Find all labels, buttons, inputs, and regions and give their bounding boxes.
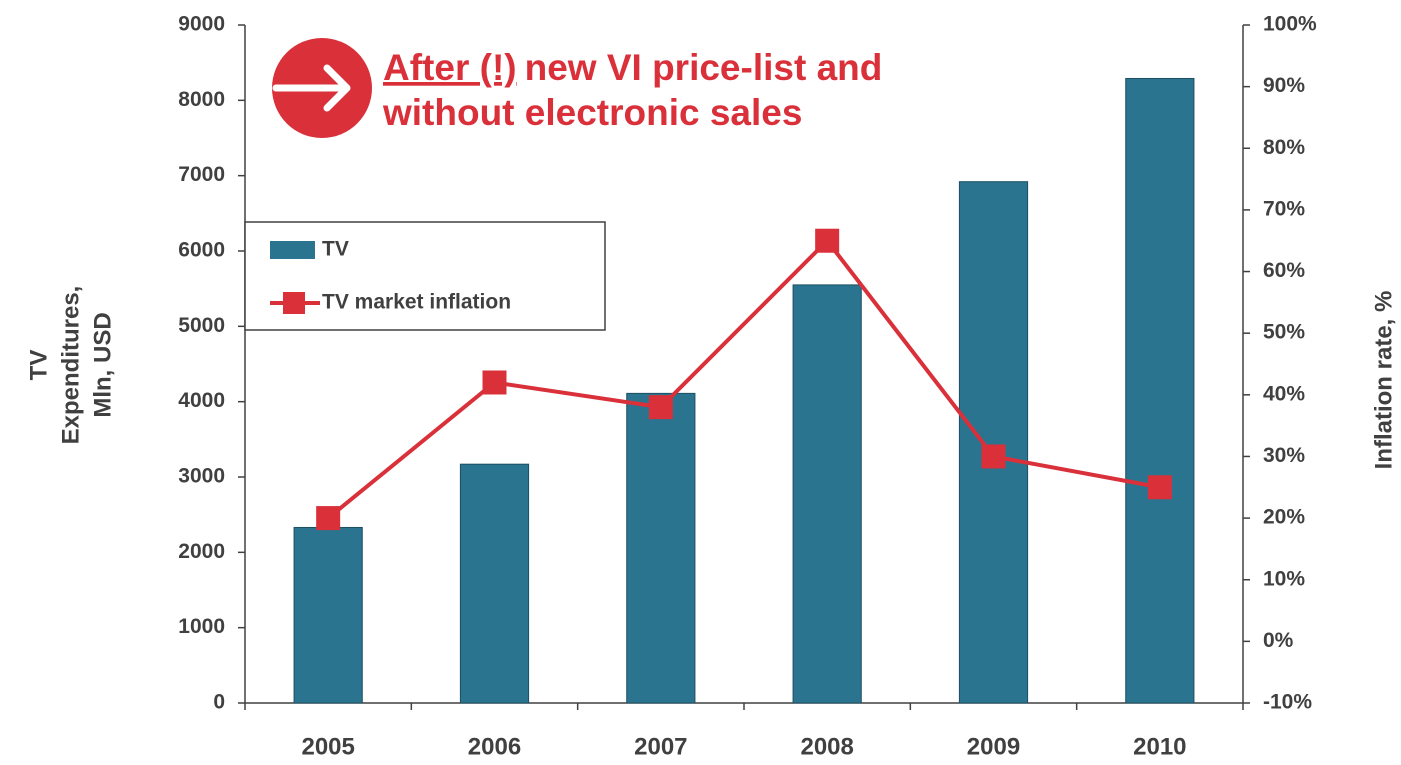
- bar: [626, 392, 696, 704]
- bar: [459, 463, 530, 704]
- y2-tick-label: 60%: [1263, 259, 1305, 282]
- y-tick-label: 0: [213, 691, 225, 714]
- annotation-underlined: After (!): [383, 47, 517, 88]
- y-axis-label: Expenditures,: [57, 286, 84, 445]
- annotation-line: new VI price-list and: [525, 47, 883, 88]
- y-axis-label: Mln, USD: [89, 312, 116, 417]
- y2-tick-label: 100%: [1263, 13, 1317, 36]
- y2-axis-label: Inflation rate, %: [1370, 291, 1397, 470]
- bar: [1125, 77, 1195, 704]
- y2-tick-label: 20%: [1263, 506, 1305, 529]
- marker: [316, 506, 341, 531]
- y-tick-label: 6000: [178, 239, 225, 262]
- legend-swatch: [283, 292, 305, 314]
- x-tick-label: 2009: [967, 733, 1020, 760]
- bar: [293, 526, 363, 704]
- bar: [792, 284, 862, 704]
- y2-tick-label: 80%: [1263, 136, 1305, 159]
- y2-tick-label: 90%: [1263, 74, 1305, 97]
- legend-swatch: [270, 241, 315, 259]
- annotation-arrow: [272, 64, 351, 112]
- y2-tick-label: 40%: [1263, 382, 1305, 405]
- y-axis-label: TV: [25, 350, 52, 381]
- y-tick-label: 3000: [178, 465, 225, 488]
- legend-label: TV: [322, 238, 349, 261]
- x-tick-label: 2010: [1133, 733, 1186, 760]
- legend-label: TV market inflation: [322, 291, 511, 314]
- marker: [981, 444, 1006, 469]
- annotation-line: without electronic sales: [382, 92, 802, 133]
- annotation: After (!) new VI price-list and: [383, 47, 882, 88]
- x-tick-label: 2006: [468, 733, 521, 760]
- bar: [958, 181, 1029, 704]
- y-tick-label: 4000: [178, 389, 225, 412]
- marker: [815, 228, 840, 253]
- y-tick-label: 7000: [178, 163, 225, 186]
- y2-tick-label: 50%: [1263, 321, 1305, 344]
- y-tick-label: 9000: [178, 13, 225, 36]
- y-tick-label: 8000: [178, 88, 225, 111]
- marker: [482, 370, 507, 395]
- marker: [1147, 475, 1172, 500]
- y2-tick-label: 0%: [1263, 629, 1294, 652]
- line: [326, 237, 1161, 520]
- x-tick-label: 2005: [301, 733, 354, 760]
- y2-tick-label: 70%: [1263, 197, 1305, 220]
- y-tick-label: 1000: [178, 615, 225, 638]
- y2-tick-label: 30%: [1263, 444, 1305, 467]
- y-tick-label: 5000: [178, 314, 225, 337]
- x-tick-label: 2008: [800, 733, 853, 760]
- y2-tick-label: -10%: [1263, 691, 1312, 714]
- x-tick-label: 2007: [634, 733, 687, 760]
- y2-tick-label: 10%: [1263, 567, 1305, 590]
- marker: [648, 395, 673, 420]
- y-tick-label: 2000: [178, 540, 225, 563]
